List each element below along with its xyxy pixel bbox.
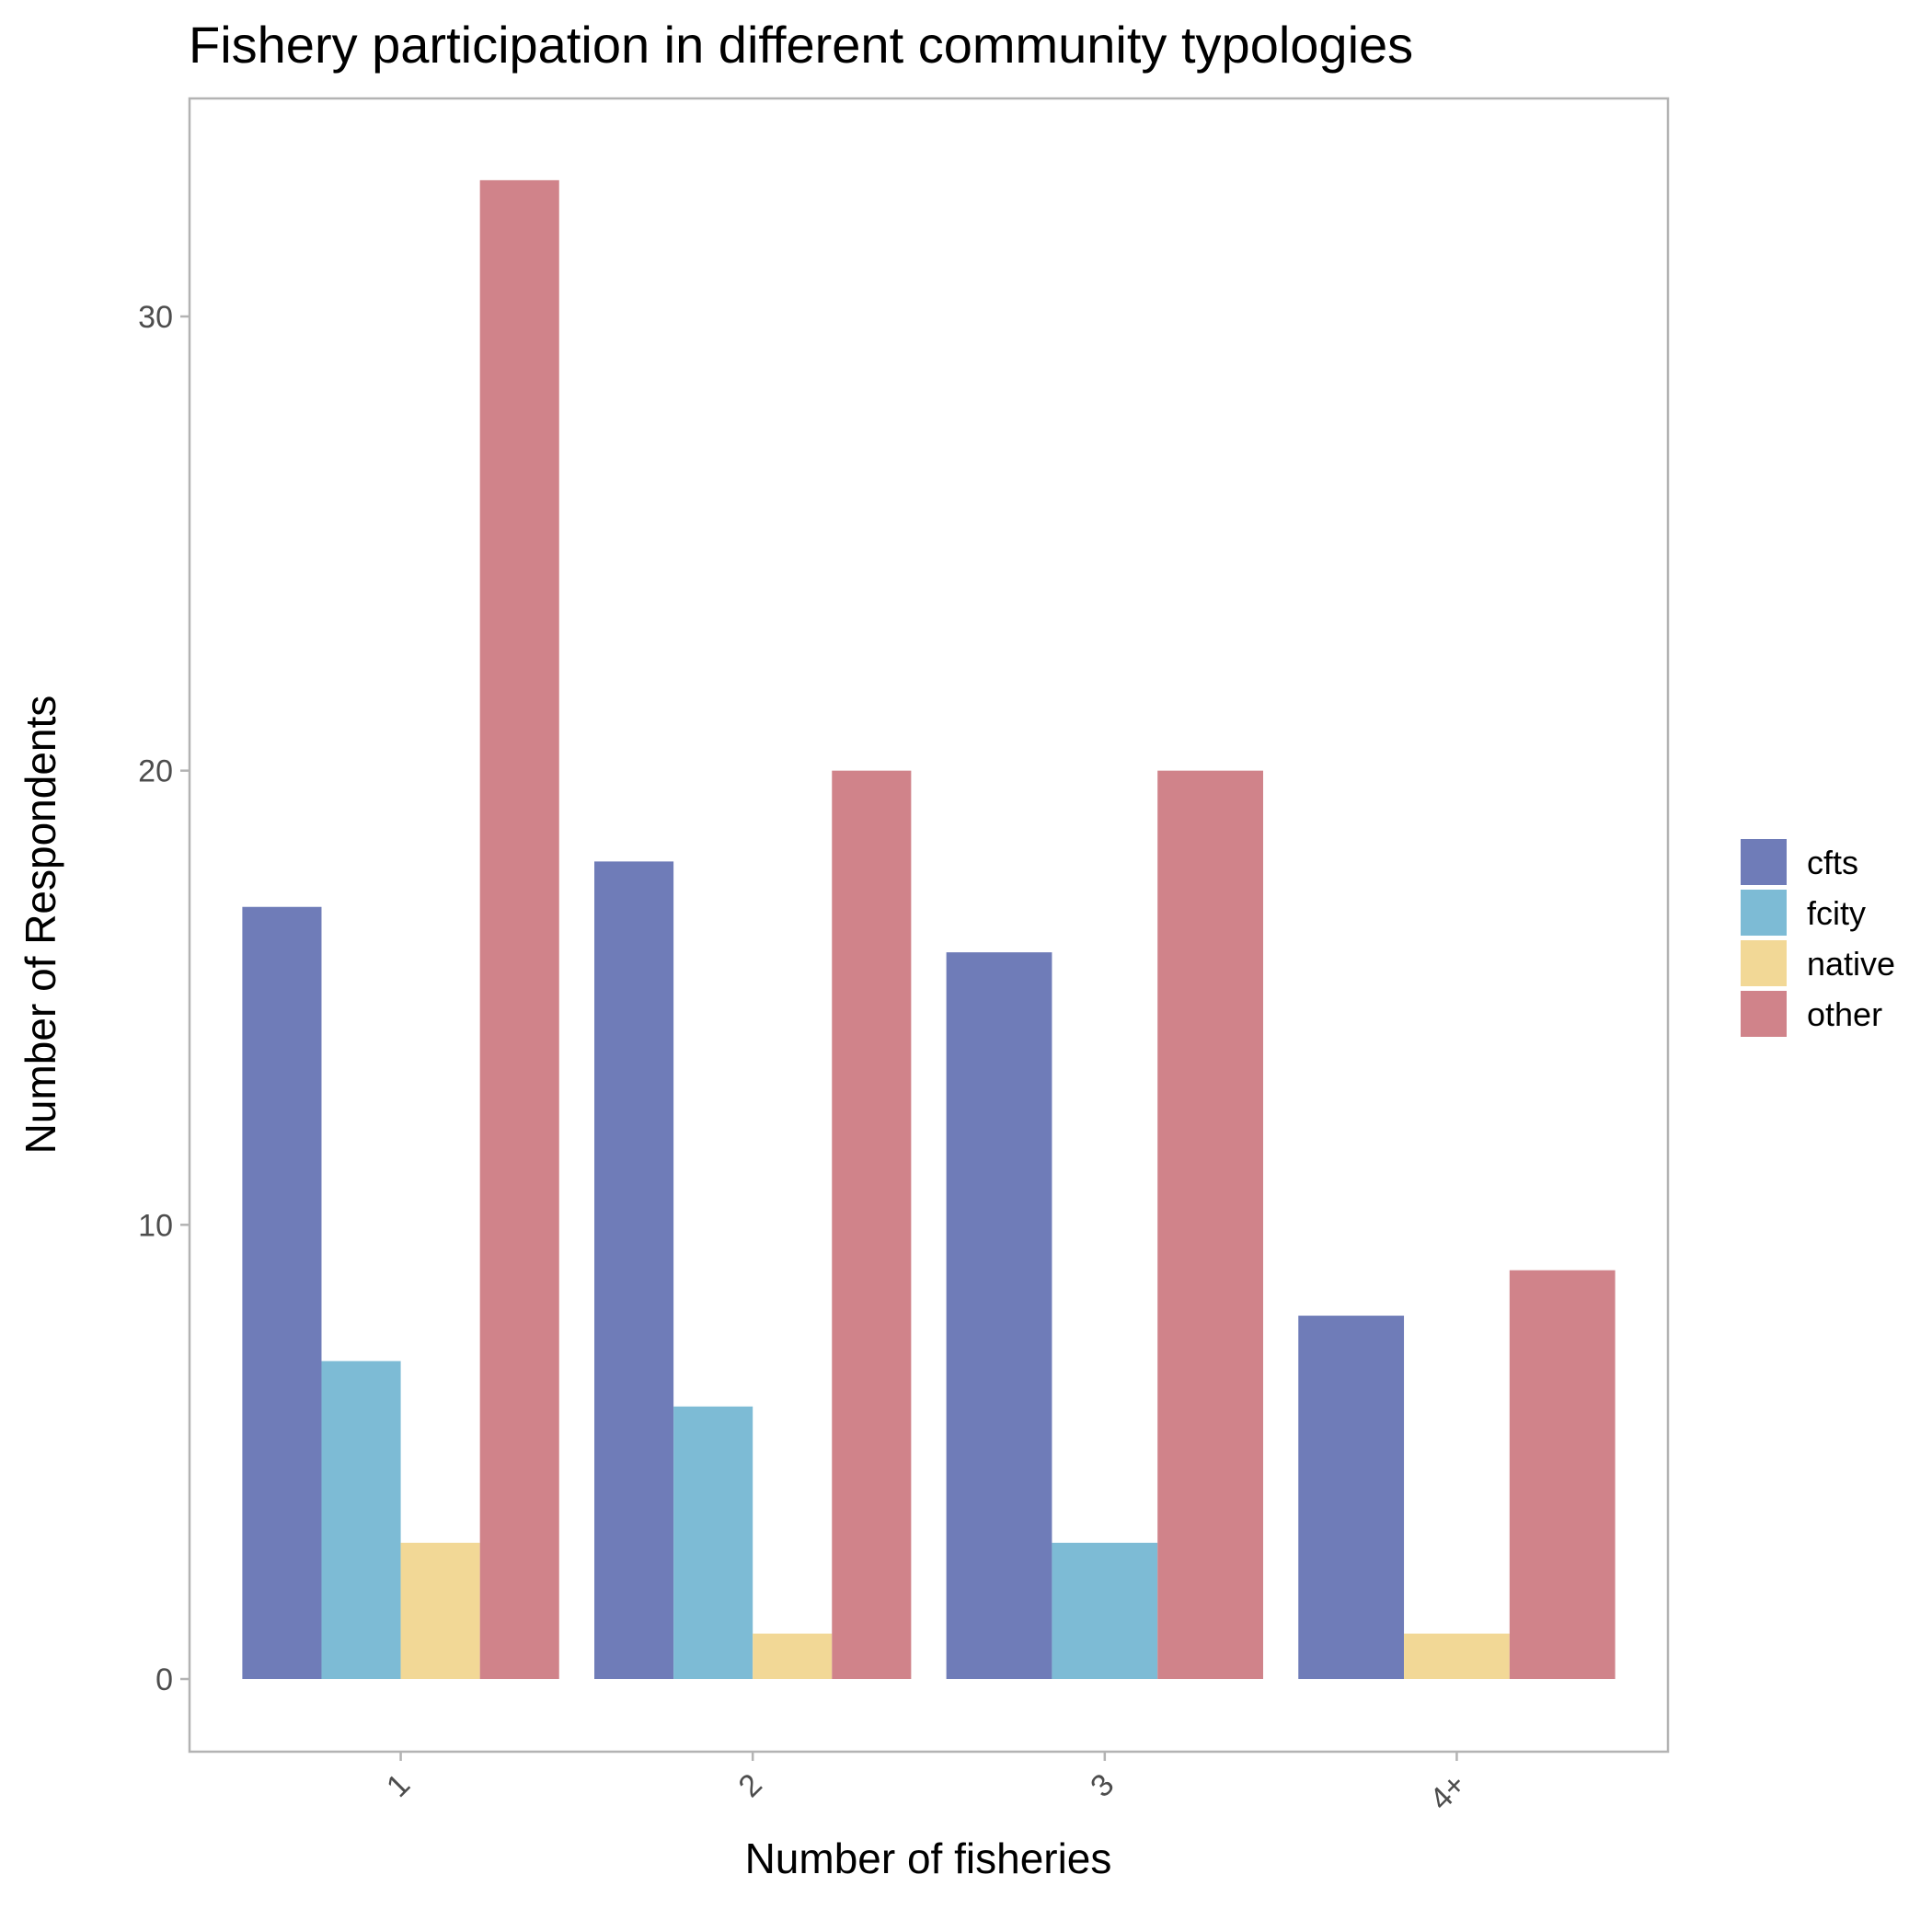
x-axis-title: Number of fisheries (745, 1834, 1112, 1882)
legend-label-cfts: cfts (1807, 844, 1858, 881)
legend-swatch-cfts (1741, 839, 1787, 885)
bar-fcity-3 (1052, 1542, 1158, 1680)
y-axis: 0 10 20 30 (138, 300, 190, 1697)
legend-label-fcity: fcity (1807, 894, 1866, 932)
legend-swatch-other (1741, 991, 1787, 1037)
bar-cfts-2 (594, 861, 674, 1680)
legend: cfts fcity native other (1741, 839, 1895, 1037)
bar-other-4+ (1509, 1270, 1616, 1680)
legend-label-native: native (1807, 945, 1895, 983)
bar-fcity-1 (321, 1361, 401, 1680)
x-tick-label: 4+ (1423, 1767, 1473, 1817)
bar-native-2 (753, 1633, 833, 1680)
legend-swatch-fcity (1741, 890, 1787, 936)
legend-label-other: other (1807, 995, 1882, 1033)
bar-other-2 (832, 770, 912, 1680)
bar-cfts-3 (946, 952, 1052, 1680)
x-tick-label: 2 (732, 1767, 769, 1804)
bar-other-1 (479, 179, 559, 1680)
bars-layer (242, 179, 1616, 1680)
y-tick-label: 20 (138, 754, 173, 789)
y-tick-label: 0 (155, 1662, 173, 1697)
chart-title: Fishery participation in different commu… (189, 16, 1413, 74)
plot-panel (188, 97, 1670, 1754)
y-tick-label: 10 (138, 1208, 173, 1243)
x-axis: 1 2 3 4+ (380, 1752, 1473, 1817)
y-tick-label: 30 (138, 300, 173, 335)
legend-swatch-native (1741, 940, 1787, 986)
x-tick-label: 1 (380, 1767, 417, 1804)
bar-cfts-1 (242, 906, 322, 1680)
bar-other-3 (1157, 770, 1263, 1680)
bar-native-1 (400, 1542, 480, 1680)
bar-cfts-4+ (1298, 1316, 1405, 1680)
y-axis-title: Number of Respondents (17, 696, 64, 1155)
bar-native-4+ (1404, 1633, 1510, 1680)
bar-fcity-2 (673, 1406, 753, 1680)
x-tick-label: 3 (1084, 1767, 1121, 1804)
